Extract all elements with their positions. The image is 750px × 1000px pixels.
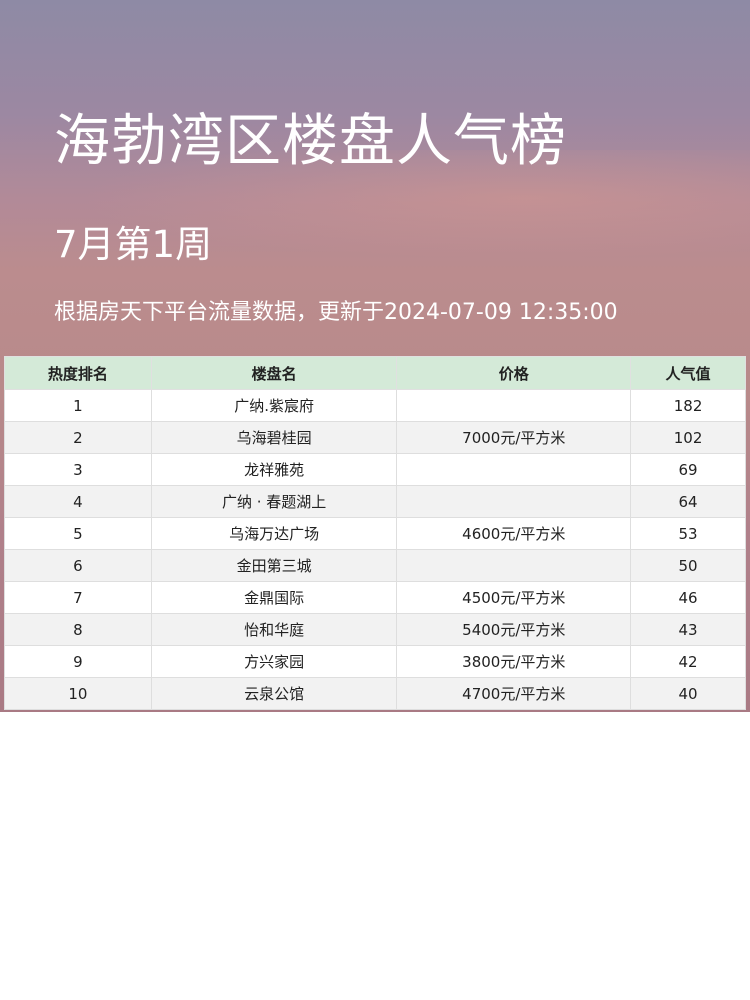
name-cell: 广纳 · 春题湖上 (150, 485, 398, 518)
table-row: 4 广纳 · 春题湖上 64 (4, 485, 746, 518)
price-cell (396, 389, 632, 422)
popularity-cell: 53 (630, 517, 746, 550)
table-row: 3 龙祥雅苑 69 (4, 453, 746, 486)
popularity-cell: 102 (630, 421, 746, 454)
price-cell: 4600元/平方米 (396, 517, 632, 550)
rank-cell: 6 (4, 549, 152, 582)
update-note: 根据房天下平台流量数据，更新于2024-07-09 12:35:00 (54, 300, 618, 325)
rank-cell: 10 (4, 677, 152, 710)
popularity-cell: 182 (630, 389, 746, 422)
price-cell: 3800元/平方米 (396, 645, 632, 678)
column-header-popularity: 人气值 (630, 356, 746, 390)
rank-cell: 9 (4, 645, 152, 678)
name-cell: 云泉公馆 (150, 677, 398, 710)
popularity-cell: 46 (630, 581, 746, 614)
table-row: 8 怡和华庭 5400元/平方米 43 (4, 613, 746, 646)
price-cell (396, 549, 632, 582)
popularity-cell: 64 (630, 485, 746, 518)
popularity-cell: 42 (630, 645, 746, 678)
column-header-name: 楼盘名 (150, 356, 398, 390)
table-row: 6 金田第三城 50 (4, 549, 746, 582)
rank-cell: 1 (4, 389, 152, 422)
popularity-cell: 69 (630, 453, 746, 486)
price-cell (396, 485, 632, 518)
rank-cell: 3 (4, 453, 152, 486)
rank-cell: 8 (4, 613, 152, 646)
name-cell: 乌海万达广场 (150, 517, 398, 550)
name-cell: 金鼎国际 (150, 581, 398, 614)
name-cell: 方兴家园 (150, 645, 398, 678)
price-cell: 7000元/平方米 (396, 421, 632, 454)
popularity-cell: 50 (630, 549, 746, 582)
page-title: 海勃湾区楼盘人气榜 (54, 109, 567, 174)
column-header-rank: 热度排名 (4, 356, 152, 390)
rank-cell: 5 (4, 517, 152, 550)
table-row: 2 乌海碧桂园 7000元/平方米 102 (4, 421, 746, 454)
price-cell (396, 453, 632, 486)
name-cell: 金田第三城 (150, 549, 398, 582)
column-header-price: 价格 (396, 356, 632, 390)
week-subtitle: 7月第1周 (54, 223, 213, 266)
popularity-cell: 40 (630, 677, 746, 710)
name-cell: 龙祥雅苑 (150, 453, 398, 486)
popularity-cell: 43 (630, 613, 746, 646)
table-header-row: 热度排名 楼盘名 价格 人气值 (4, 356, 746, 390)
price-cell: 4700元/平方米 (396, 677, 632, 710)
name-cell: 广纳.紫宸府 (150, 389, 398, 422)
rank-cell: 2 (4, 421, 152, 454)
rank-cell: 4 (4, 485, 152, 518)
table-row: 5 乌海万达广场 4600元/平方米 53 (4, 517, 746, 550)
table-row: 9 方兴家园 3800元/平方米 42 (4, 645, 746, 678)
rank-cell: 7 (4, 581, 152, 614)
table-row: 10 云泉公馆 4700元/平方米 40 (4, 677, 746, 710)
price-cell: 5400元/平方米 (396, 613, 632, 646)
table-row: 1 广纳.紫宸府 182 (4, 389, 746, 422)
name-cell: 乌海碧桂园 (150, 421, 398, 454)
price-cell: 4500元/平方米 (396, 581, 632, 614)
table-row: 7 金鼎国际 4500元/平方米 46 (4, 581, 746, 614)
name-cell: 怡和华庭 (150, 613, 398, 646)
ranking-table: 热度排名 楼盘名 价格 人气值 1 广纳.紫宸府 182 2 乌海碧桂园 7000元/平方… (4, 356, 746, 710)
